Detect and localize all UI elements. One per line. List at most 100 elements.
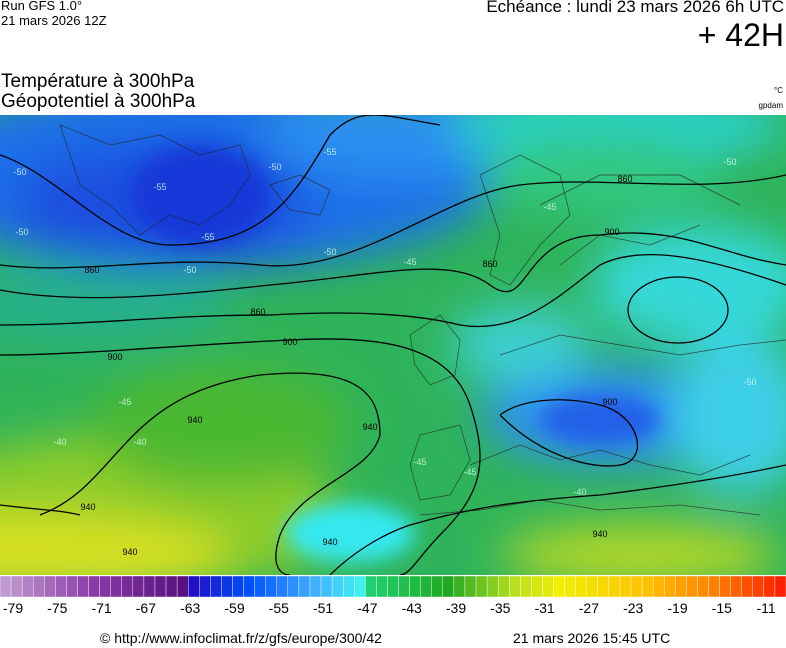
color-swatch [110,575,122,598]
unit-temperature: °C [774,86,783,95]
temperature-label: -50 [15,227,28,237]
color-swatch [143,575,156,598]
colorbar-label: -11 [756,600,776,616]
lead-time: + 42H [697,17,784,53]
colorbar-label: -27 [578,600,599,616]
colorbar-label: -67 [135,600,156,616]
color-swatch [763,575,776,598]
color-swatch [298,575,311,598]
color-swatch [287,575,300,598]
run-date: 21 mars 2026 12Z [1,13,107,28]
color-swatch [730,575,742,598]
temperature-label: -55 [323,147,336,157]
color-swatch [398,575,410,598]
map: 860 860 860 860 900 900 900 900 940 940 940 940 940 9… [0,115,786,575]
temperature-label: -50 [268,162,281,172]
contour-labels: 860 860 860 860 900 900 900 900 940 940 940 940 940 9… [13,147,756,557]
colorbar-label: -51 [312,600,334,616]
color-swatch [165,575,178,598]
color-swatch [464,575,477,598]
color-swatch [531,575,543,598]
color-swatch [199,575,211,598]
color-swatch [176,575,189,598]
temperature-label: -50 [743,377,756,387]
valid-time: Echéance : lundi 23 mars 2026 6h UTC [486,0,784,16]
color-swatch [121,575,134,598]
colorbar-label: -55 [268,600,289,616]
color-swatch [309,575,322,598]
color-swatch [641,575,654,598]
temperature-label: -50 [183,265,196,275]
colorbar-label: -47 [357,600,378,616]
temperature-label: -45 [403,257,416,267]
color-swatch [342,575,355,598]
colorbar-label: -71 [91,600,112,616]
color-swatch [254,575,266,598]
colorbar [0,575,786,598]
temperature-label: -45 [463,467,476,477]
color-swatch [431,575,444,598]
temperature-label: -40 [573,487,586,497]
color-swatch [33,575,45,598]
height-label: 940 [80,502,95,512]
color-swatch [652,575,665,598]
temperature-field [0,115,786,575]
height-label: 940 [322,537,337,547]
temperature-label: -45 [118,397,131,407]
color-swatch [187,575,200,598]
color-swatch [741,575,753,598]
color-swatch [320,575,333,598]
color-swatch [10,575,23,598]
color-swatch [0,575,12,598]
color-swatch [331,575,344,598]
color-swatch [44,575,56,598]
coastlines [59,124,786,516]
colorbar-label: -75 [47,600,68,616]
temperature-label: -40 [53,437,66,447]
title-geopotential: Géopotentiel à 300hPa [1,91,196,112]
color-swatch [243,575,255,598]
height-label: 940 [187,415,202,425]
temperature-label: -45 [413,457,426,467]
temperature-label: -55 [201,232,214,242]
color-swatch [376,575,388,598]
color-swatch [752,575,765,598]
color-swatch [586,575,599,598]
color-swatch [132,575,145,598]
color-swatch [55,575,67,598]
color-swatch [210,575,222,598]
color-swatch [697,575,709,598]
color-swatch [77,575,89,598]
color-swatch [664,575,676,598]
height-label: 940 [592,529,607,539]
color-swatch [21,575,34,598]
color-swatch [354,575,366,598]
unit-geopotential: gpdam [758,101,783,110]
generated-time: 21 mars 2026 15:45 UTC [513,630,671,646]
colorbar-label: -15 [711,600,732,616]
color-swatch [553,575,565,598]
run-label: Run GFS 1.0° [1,0,83,13]
color-swatch [276,575,289,598]
color-swatch [486,575,499,598]
height-label: 900 [604,227,619,237]
color-swatch [221,575,233,598]
temperature-label: -40 [133,437,146,447]
color-swatch [686,575,698,598]
colorbar-label: -35 [490,600,511,616]
color-swatch [88,575,100,598]
temperature-label: -45 [543,202,556,212]
height-label: 860 [617,174,632,184]
colorbar-label: -79 [2,600,24,616]
temperature-label: -50 [723,157,736,167]
colorbar-label: -43 [401,600,422,616]
color-swatch [520,575,532,598]
color-swatch [619,575,632,598]
height-label: 940 [362,422,377,432]
color-swatch [630,575,643,598]
height-label: 900 [282,337,297,347]
color-swatch [475,575,488,598]
color-swatch [542,575,554,598]
source-url: © http://www.infoclimat.fr/z/gfs/europe/… [100,630,382,646]
